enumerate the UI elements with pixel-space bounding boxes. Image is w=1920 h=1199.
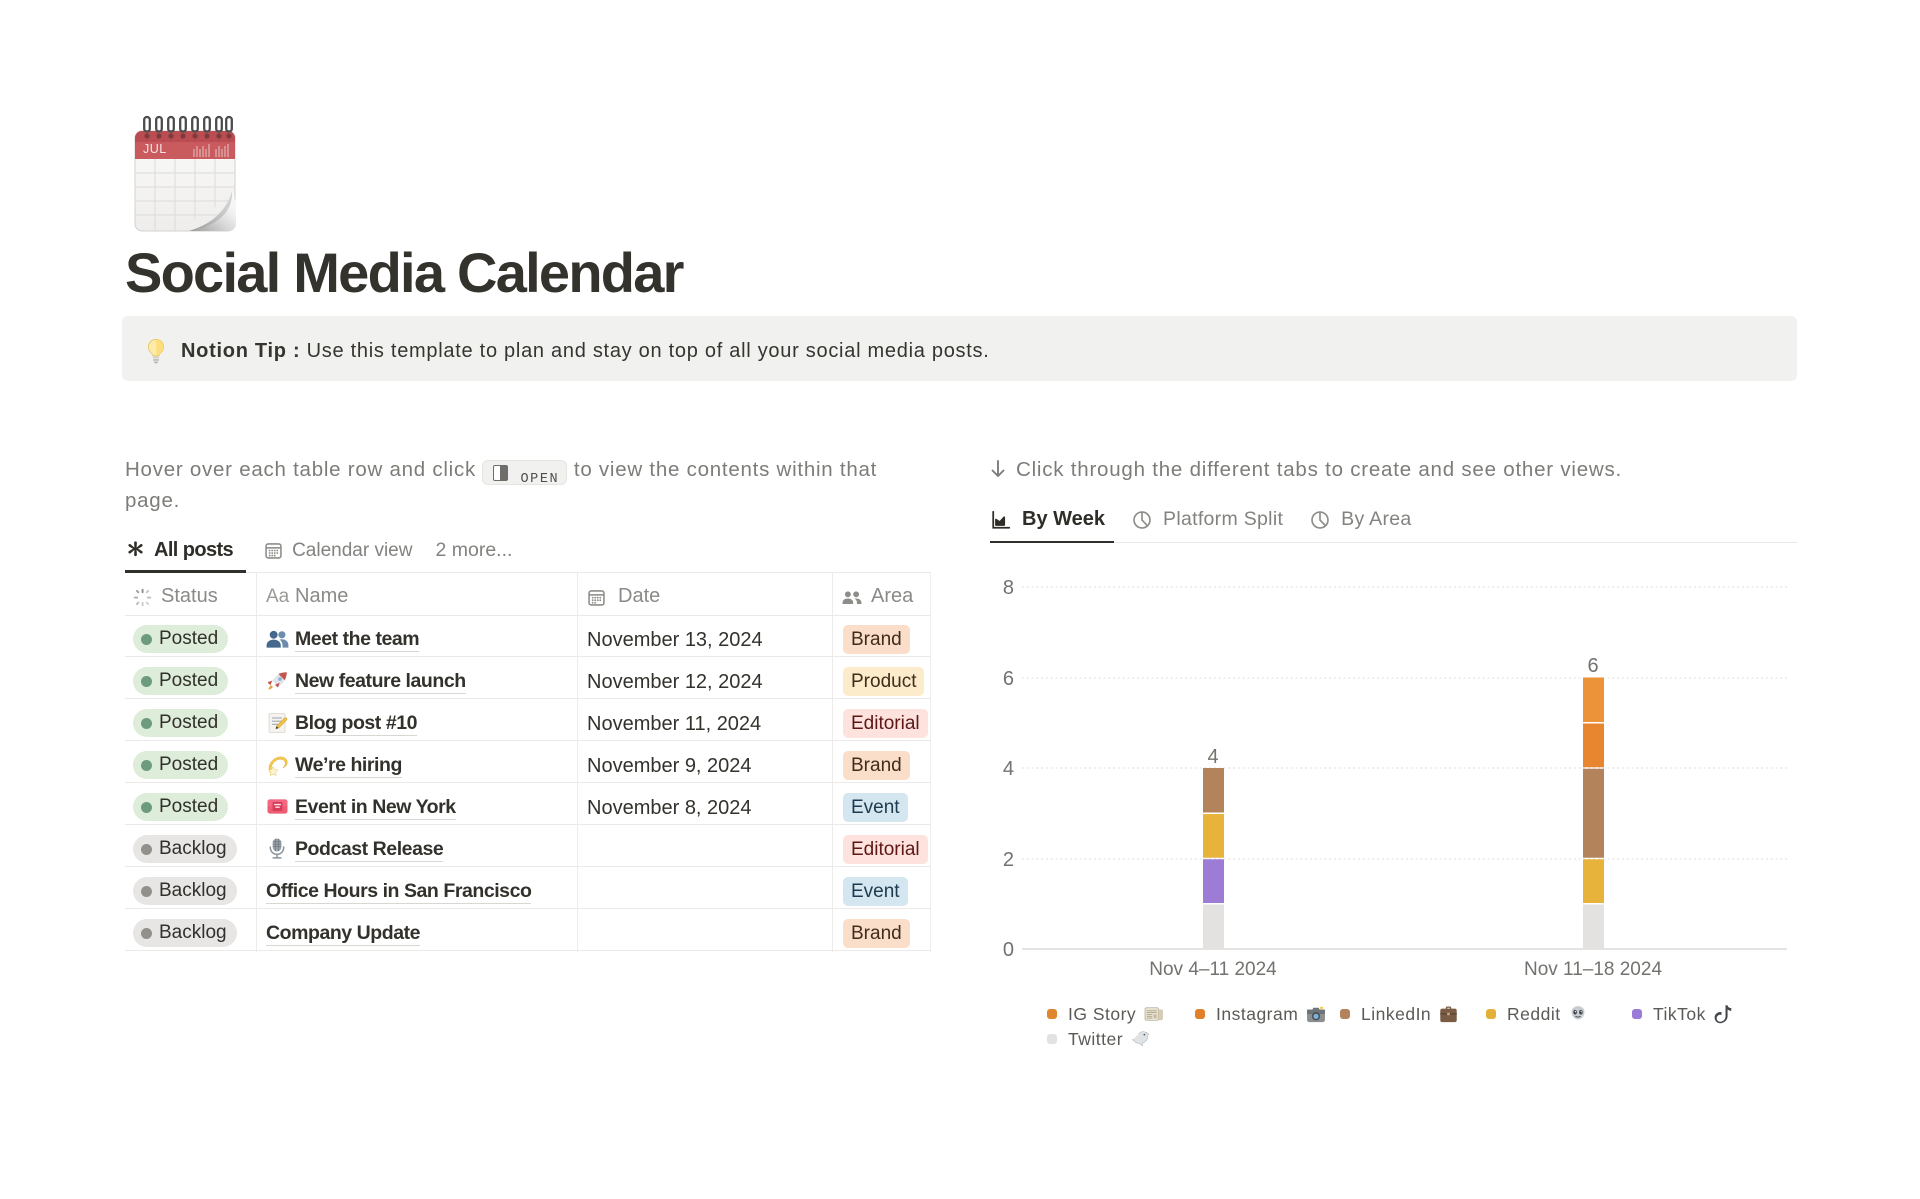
svg-text:8: 8 xyxy=(1003,577,1014,599)
svg-text:6: 6 xyxy=(1003,668,1014,690)
svg-text:0: 0 xyxy=(1003,939,1014,961)
svg-text:JUL: JUL xyxy=(143,142,167,156)
svg-text:6: 6 xyxy=(1587,655,1598,677)
svg-text:2: 2 xyxy=(1003,849,1014,871)
svg-text:4: 4 xyxy=(1207,746,1218,768)
svg-text:Nov 4–11 2024: Nov 4–11 2024 xyxy=(1149,959,1277,980)
svg-text:4: 4 xyxy=(1003,758,1014,780)
svg-text:Nov 11–18 2024: Nov 11–18 2024 xyxy=(1524,959,1662,980)
